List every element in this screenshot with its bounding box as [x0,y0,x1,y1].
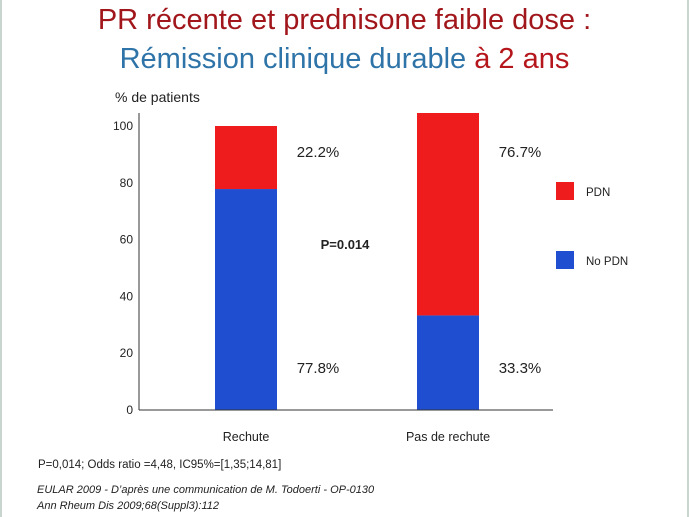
data-label: 22.2% [297,144,340,161]
data-label: 76.7% [499,144,542,161]
legend-swatch [556,182,574,200]
reference-line-1: EULAR 2009 - D’après une communication d… [37,484,375,496]
statistics-footnote: P=0,014; Odds ratio =4,48, IC95%=[1,35;1… [38,459,282,471]
legend-label: PDN [586,187,610,199]
p-value-annotation: P=0.014 [321,237,371,252]
reference-line-2: Ann Rheum Dis 2009;68(Suppl3):112 [37,500,220,512]
x-category-label: Rechute [223,430,270,444]
bar-segment-pdn [215,126,277,190]
data-label: 77.8% [297,360,340,377]
bar-segment-no-pdn [417,315,479,410]
left-edge-border [0,0,2,517]
y-tick-label: 0 [126,403,133,417]
slide-title-line-1: PR récente et prednisone faible dose : [97,4,592,36]
legend-label: No PDN [586,256,628,268]
right-edge-border [687,0,689,517]
bar-segment-pdn [417,113,479,316]
y-tick-label: 80 [120,176,134,190]
y-tick-label: 100 [113,119,133,133]
y-tick-label: 40 [120,289,134,303]
bar-segment-no-pdn [215,189,277,410]
legend-swatch [556,251,574,269]
title-highlight-blue: Rémission clinique durable [119,43,467,75]
title-highlight-red: à 2 ans [466,43,570,75]
y-axis-label: % de patients [115,89,200,105]
y-tick-label: 60 [120,233,134,247]
slide-title-line-2: Rémission clinique durable à 2 ans [0,42,689,76]
y-tick-label: 20 [120,346,134,360]
x-category-label: Pas de rechute [406,430,490,444]
data-label: 33.3% [499,360,542,377]
